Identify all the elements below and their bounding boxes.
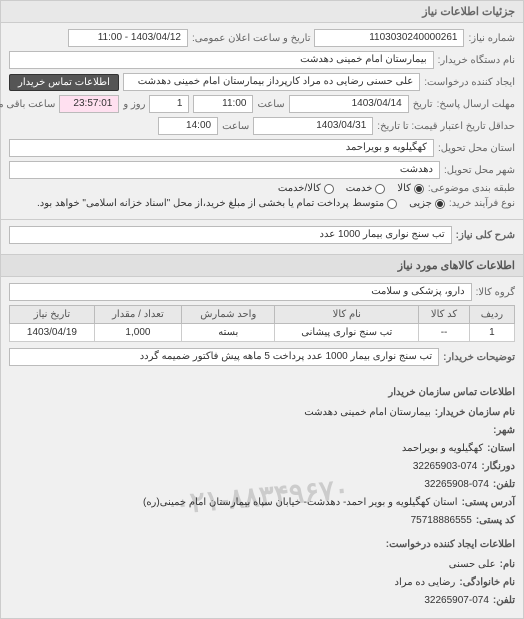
goods-info-title: اطلاعات کالاهای مورد نیاز [1, 254, 523, 277]
org-address-value: استان کهگیلویه و بویر احمد- دهدشت- خیابا… [143, 494, 458, 512]
org-phone-value: 32265908-074 [424, 476, 489, 494]
cell-code: -- [419, 324, 470, 342]
credit-validity-label: حداقل تاریخ اعتبار قیمت: تا تاریخ: [377, 121, 515, 132]
cell-row: 1 [469, 324, 514, 342]
org-province-label: استان: [487, 440, 515, 458]
org-info-section: ۰۲۱-۸۸۳۴۹۶۷۰ اطلاعات تماس سازمان خریدار … [1, 376, 523, 618]
creator-phone-value: 32265907-074 [424, 592, 489, 610]
province-label: استان محل تحویل: [438, 143, 515, 154]
radio-icon [375, 184, 385, 194]
table-header-code: کد کالا [419, 306, 470, 324]
org-name-label: نام سازمان خریدار: [435, 404, 515, 422]
creator-value: علی حسنی رضایی ده مراد کارپرداز بیمارستا… [123, 73, 420, 91]
table-header-name: نام کالا [275, 306, 419, 324]
creator-name-value: علی حسنی [449, 556, 496, 574]
header-title: جزئیات اطلاعات نیاز [422, 6, 515, 18]
goods-group-label: گروه کالا: [476, 287, 515, 298]
grouping-radio-goods[interactable]: کالا/خدمت [278, 183, 334, 194]
buyer-device-value: بیمارستان امام خمینی دهدشت [9, 51, 434, 69]
creator-info-title: اطلاعات ایجاد کننده درخواست: [9, 536, 515, 554]
creator-family-value: رضایی ده مراد [395, 574, 456, 592]
table-row: 1 -- تب سنج نواری پیشانی بسته 1,000 1403… [10, 324, 515, 342]
contact-button[interactable]: اطلاعات تماس خریدار [9, 74, 119, 91]
org-info-title: اطلاعات تماس سازمان خریدار [9, 384, 515, 402]
province-value: کهگیلویه و بویراحمد [9, 139, 434, 157]
need-desc-value: تب سنج نواری بیمار 1000 عدد [9, 226, 452, 244]
grouping-all-label: کالا [397, 183, 411, 194]
purchase-radio-partial[interactable]: جزیی [409, 198, 445, 209]
remaining-label: ساعت باقی مانده [0, 99, 55, 110]
credit-date-value: 1403/04/31 [253, 117, 373, 135]
request-number-label: شماره نیاز: [468, 33, 515, 44]
city-label: شهر محل تحویل: [444, 165, 515, 176]
grouping-radio-all[interactable]: کالا [397, 183, 424, 194]
rooz-label: روز و [123, 99, 145, 110]
goods-group-value: دارو، پزشکی و سلامت [9, 283, 472, 301]
org-fax-value: 32265903-074 [413, 458, 478, 476]
grouping-radio-group: کالا خدمت کالا/خدمت [278, 183, 424, 194]
saat-label-2: ساعت [222, 121, 249, 132]
buyer-notes-value: تب سنج نواری بیمار 1000 عدد پرداخت 5 ماه… [9, 348, 439, 366]
org-postal-label: کد پستی: [476, 512, 515, 530]
tarikh-label: تاریخ [413, 99, 433, 110]
org-city-label: شهر: [493, 422, 515, 440]
cell-name: تب سنج نواری پیشانی [275, 324, 419, 342]
org-address-label: آدرس پستی: [462, 494, 515, 512]
radio-icon [387, 199, 397, 209]
buyer-notes-label: توضیحات خریدار: [443, 352, 515, 363]
org-name-value: بیمارستان امام خمینی دهدشت [304, 404, 430, 422]
request-number-value: 1103030240000261 [314, 29, 464, 47]
need-desc-label: شرح کلی نیاز: [456, 230, 515, 241]
cell-qty: 1,000 [94, 324, 181, 342]
purchase-note: پرداخت تمام یا بخشی از مبلغ خرید،از محل … [37, 198, 349, 209]
announce-date-value: 1403/04/12 - 11:00 [68, 29, 188, 47]
grouping-radio-service[interactable]: خدمت [346, 183, 386, 194]
saat-label-1: ساعت [257, 99, 284, 110]
purchase-medium-label: متوسط [353, 198, 384, 209]
radio-icon [324, 184, 334, 194]
creator-phone-label: تلفن: [493, 592, 515, 610]
radio-icon [414, 184, 424, 194]
credit-time-value: 14:00 [158, 117, 218, 135]
announce-date-label: تاریخ و ساعت اعلان عمومی: [192, 33, 311, 44]
org-postal-value: 75718886555 [411, 512, 472, 530]
goods-table: ردیف کد کالا نام کالا واحد شمارش تعداد /… [9, 305, 515, 342]
org-province-value: کهگیلویه و بویراحمد [402, 440, 483, 458]
creator-name-label: نام: [500, 556, 515, 574]
response-deadline-label: مهلت ارسال پاسخ: [437, 99, 515, 110]
creator-label: ایجاد کننده درخواست: [424, 77, 515, 88]
radio-icon [435, 199, 445, 209]
purchase-partial-label: جزیی [409, 198, 432, 209]
countdown-value: 23:57:01 [59, 95, 119, 113]
table-header-date: تاریخ نیاز [10, 306, 95, 324]
purchase-radio-medium[interactable]: متوسط [353, 198, 397, 209]
page-header: جزئیات اطلاعات نیاز [1, 1, 523, 23]
response-time-value: 11:00 [193, 95, 253, 113]
buyer-device-label: نام دستگاه خریدار: [438, 55, 515, 66]
cell-unit: بسته [182, 324, 275, 342]
grouping-label: طبقه بندی موضوعی: [428, 183, 515, 194]
response-date-value: 1403/04/14 [289, 95, 409, 113]
grouping-goods-label: کالا/خدمت [278, 183, 321, 194]
grouping-service-label: خدمت [346, 183, 373, 194]
city-value: دهدشت [9, 161, 440, 179]
table-header-row: ردیف [469, 306, 514, 324]
cell-date: 1403/04/19 [10, 324, 95, 342]
table-header-qty: تعداد / مقدار [94, 306, 181, 324]
org-fax-label: دورنگار: [481, 458, 515, 476]
org-phone-label: تلفن: [493, 476, 515, 494]
purchase-radio-group: جزیی متوسط [353, 198, 445, 209]
purchase-type-label: نوع فرآیند خرید: [449, 198, 515, 209]
creator-family-label: نام خانوادگی: [459, 574, 515, 592]
table-header-unit: واحد شمارش [182, 306, 275, 324]
day-count-value: 1 [149, 95, 189, 113]
